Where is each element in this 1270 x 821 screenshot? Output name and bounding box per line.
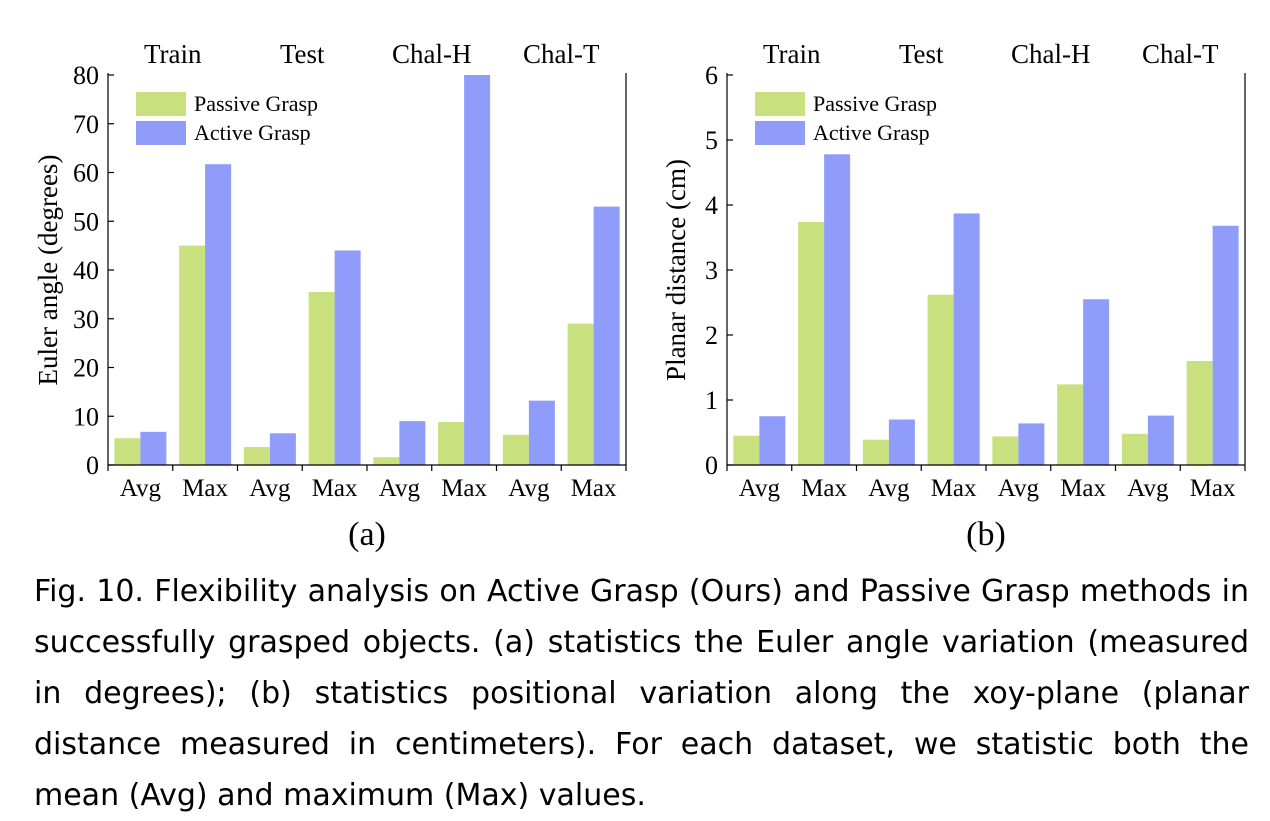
x-tick-label: Avg (249, 475, 291, 502)
x-tick-label: Max (571, 475, 617, 502)
bar-active-2 (888, 419, 915, 465)
bar-active-6 (528, 400, 555, 465)
x-tick-label: Avg (739, 475, 781, 502)
group-label: Chal-H (392, 39, 471, 69)
x-tick-label: Avg (120, 475, 162, 502)
x-tick-label: Max (312, 475, 358, 502)
x-tick-label: Avg (868, 475, 910, 502)
group-label: Chal-T (1142, 39, 1219, 69)
bar-passive-6 (1121, 433, 1148, 465)
x-tick-label: Max (182, 475, 228, 502)
y-tick-label: 20 (73, 354, 99, 383)
bar-passive-5 (438, 422, 465, 465)
y-tick-label: 2 (705, 321, 718, 350)
bar-active-0 (759, 416, 786, 465)
y-tick-label: 3 (705, 256, 718, 285)
y-tick-label: 60 (73, 159, 99, 188)
group-label: Test (899, 39, 944, 69)
group-label: Chal-T (523, 39, 600, 69)
chart-b-planar-distance: 0 1 2 3 4 5 6 Avg Max Avg Max Avg Max Avg Max Train Test… (661, 39, 1246, 553)
legend-swatch-active (755, 121, 805, 145)
y-tick-label: 5 (705, 126, 718, 155)
x-tick-label: Max (441, 475, 487, 502)
x-tick-label: Avg (379, 475, 421, 502)
bar-active-3 (953, 213, 980, 465)
y-tick-label: 50 (73, 207, 99, 236)
group-label: Test (280, 39, 325, 69)
panel-label: (a) (348, 516, 386, 553)
y-tick-label: 1 (705, 386, 718, 415)
bar-passive-3 (927, 294, 954, 465)
figure-caption: Fig. 10. Flexibility analysis on Active … (34, 574, 1249, 813)
legend-label-active: Active Grasp (813, 120, 930, 145)
bar-passive-1 (798, 221, 825, 465)
y-tick-label: 0 (705, 451, 718, 480)
y-tick-label: 10 (73, 402, 99, 431)
y-tick-label: 0 (86, 451, 99, 480)
bar-active-0 (140, 431, 167, 465)
legend-swatch-passive (136, 92, 186, 116)
group-label: Train (763, 39, 821, 69)
y-tick-label: 30 (73, 305, 99, 334)
panel-label: (b) (966, 516, 1006, 553)
x-tick-label: Avg (1127, 475, 1169, 502)
bar-passive-0 (114, 438, 141, 465)
y-tick-label: 70 (73, 110, 99, 139)
bar-passive-7 (1186, 361, 1213, 465)
x-tick-label: Max (1060, 475, 1106, 502)
bar-passive-4 (992, 436, 1019, 465)
bar-active-7 (593, 206, 620, 465)
bar-active-1 (824, 154, 851, 466)
group-label: Chal-H (1011, 39, 1090, 69)
bar-active-2 (269, 433, 296, 465)
bar-active-4 (399, 421, 426, 465)
x-tick-label: Avg (998, 475, 1040, 502)
bar-passive-5 (1057, 384, 1084, 465)
y-tick-label: 6 (705, 61, 718, 90)
bar-passive-7 (567, 323, 594, 465)
bar-passive-6 (502, 434, 529, 465)
bar-active-5 (464, 75, 491, 465)
x-tick-label: Max (1190, 475, 1236, 502)
legend-label-passive: Passive Grasp (194, 91, 318, 116)
bar-active-5 (1083, 299, 1110, 465)
bar-passive-2 (862, 439, 889, 465)
bar-passive-0 (733, 435, 760, 465)
bar-passive-2 (243, 446, 270, 465)
bar-passive-3 (308, 291, 335, 465)
bar-active-1 (205, 164, 232, 465)
bar-passive-1 (179, 245, 206, 465)
bar-passive-4 (373, 457, 400, 465)
y-tick-label: 4 (705, 191, 718, 220)
x-tick-label: Max (801, 475, 847, 502)
legend-label-active: Active Grasp (194, 120, 311, 145)
legend-swatch-active (136, 121, 186, 145)
group-label: Train (144, 39, 202, 69)
bar-active-6 (1147, 415, 1174, 465)
legend-label-passive: Passive Grasp (813, 91, 937, 116)
bar-active-7 (1212, 225, 1239, 465)
x-tick-label: Avg (508, 475, 550, 502)
y-tick-label: 40 (73, 256, 99, 285)
bar-active-4 (1018, 423, 1045, 465)
bar-active-3 (334, 250, 361, 465)
legend-swatch-passive (755, 92, 805, 116)
y-tick-label: 80 (73, 61, 99, 90)
chart-a-euler-angle: 0 10 20 30 40 50 60 70 80 Avg Max Avg Max Avg Max Avg Ma… (33, 39, 627, 553)
y-axis-title: Euler angle (degrees) (33, 155, 63, 386)
y-axis-title: Planar distance (cm) (661, 159, 691, 381)
x-tick-label: Max (931, 475, 977, 502)
